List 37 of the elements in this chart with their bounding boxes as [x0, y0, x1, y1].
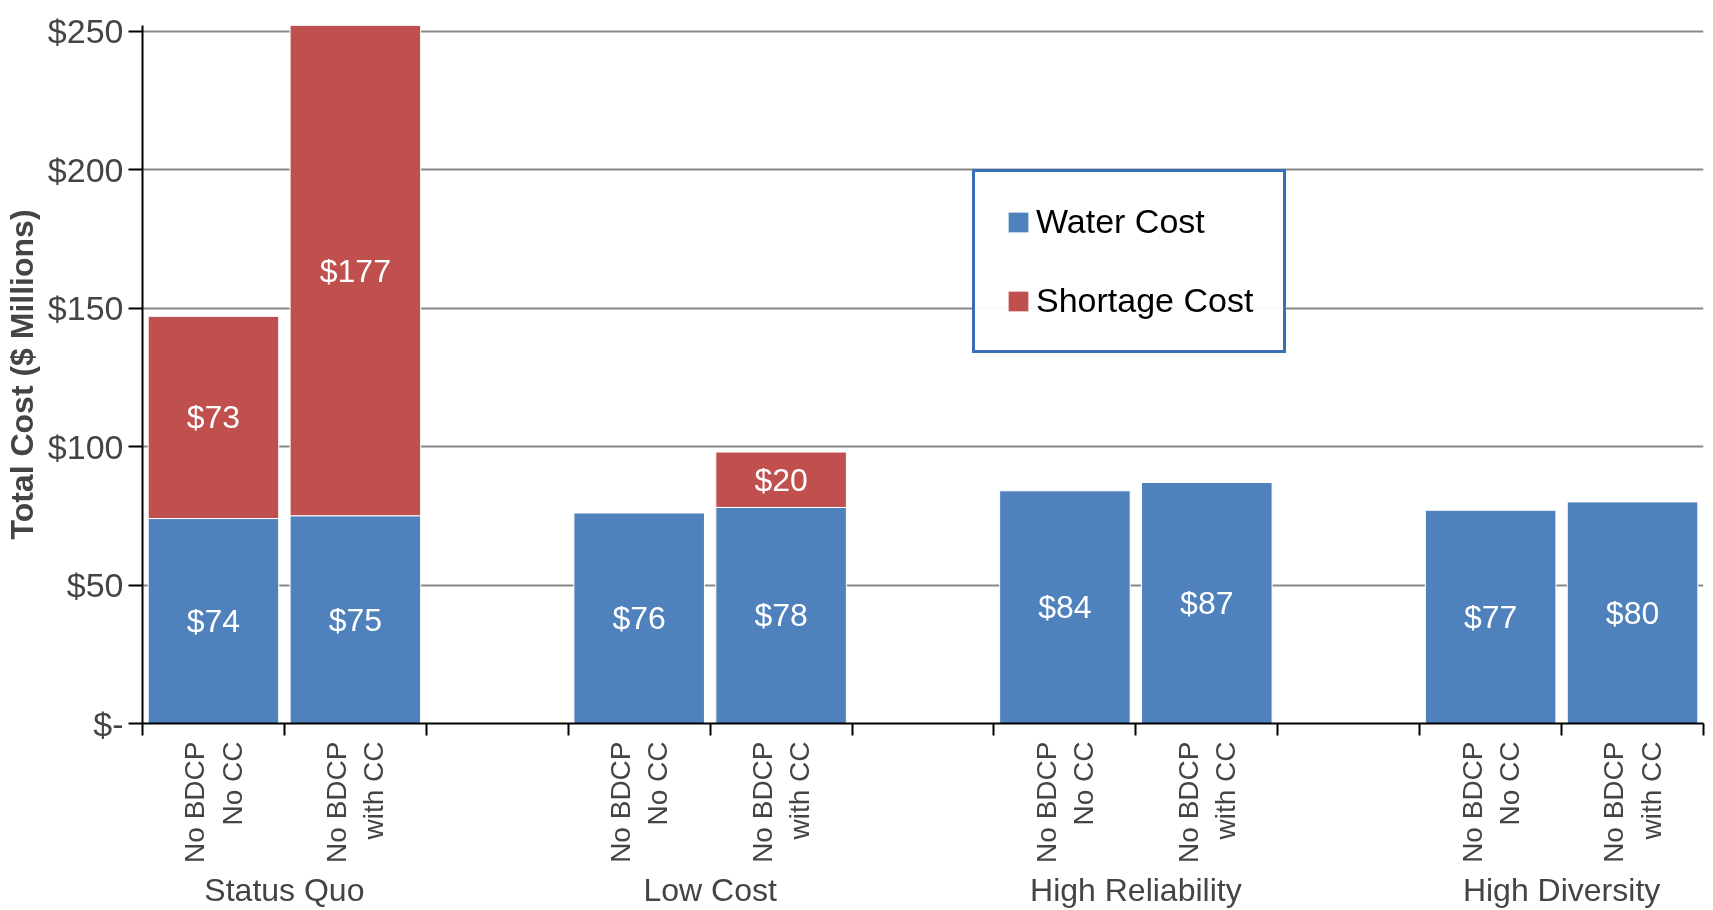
legend-label: Water Cost — [1036, 202, 1205, 241]
bar — [573, 512, 705, 724]
y-tick-label: $200 — [47, 150, 124, 189]
y-tick-label: $250 — [47, 12, 124, 51]
data-label: $78 — [754, 597, 808, 634]
data-label: $77 — [1463, 598, 1518, 635]
bar — [999, 490, 1131, 724]
data-label: $75 — [328, 601, 383, 638]
x-tick-label: No BDCP with CC — [321, 741, 390, 863]
data-label: $87 — [1180, 585, 1234, 622]
x-tick-label: No BDCP No CC — [1030, 741, 1100, 863]
text: Status Quo — [204, 871, 365, 908]
data-label: $80 — [1605, 594, 1660, 631]
x-tick-label: No BDCP with CC — [1598, 741, 1667, 863]
y-axis-title: Total Cost ($ Millions) — [3, 209, 40, 540]
x-tick-label: No BDCP with CC — [1172, 741, 1241, 863]
data-label: $73 — [186, 399, 241, 436]
text: Low Cost — [643, 871, 777, 908]
x-tick-label: No BDCP with CC — [746, 741, 816, 863]
bar — [1566, 501, 1699, 724]
y-tick-label: $50 — [66, 566, 124, 605]
y-tick-label: $- — [93, 704, 124, 743]
x-tick-label: No BDCP No CC — [1456, 741, 1525, 863]
y-tick-label: $100 — [47, 427, 124, 466]
data-label: $84 — [1038, 589, 1092, 626]
bar — [1424, 509, 1557, 724]
text: High Reliability — [1030, 871, 1242, 908]
data-label: $76 — [612, 600, 666, 637]
legend-label: Shortage Cost — [1036, 281, 1254, 320]
text: High Diversity — [1462, 871, 1661, 908]
y-tick-label: $150 — [47, 289, 124, 328]
bar — [1141, 482, 1273, 724]
data-label: $74 — [186, 603, 241, 640]
x-tick-label: No BDCP No CC — [179, 741, 248, 863]
data-label: $177 — [319, 252, 391, 289]
x-tick-label: No BDCP No CC — [605, 741, 674, 863]
data-label: $20 — [754, 461, 808, 498]
